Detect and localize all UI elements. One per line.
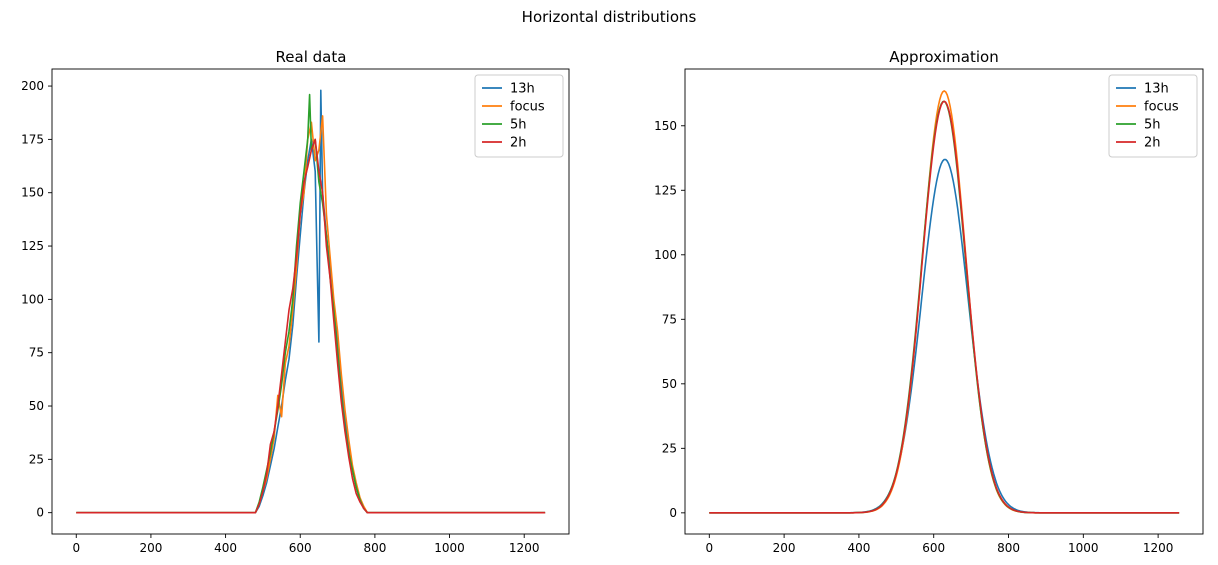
x-tick-label: 800 <box>997 541 1020 555</box>
y-tick-label: 0 <box>36 506 44 520</box>
series-line-focus <box>76 115 546 514</box>
legend-label-focus: focus <box>1144 100 1179 115</box>
series-line-5h <box>76 93 546 514</box>
series-line-2h <box>76 138 546 514</box>
legend: 13h focus 5h 2h <box>474 74 564 158</box>
legend-label-5h: 5h <box>510 118 527 133</box>
y-tick-label: 50 <box>29 399 44 413</box>
y-tick-label: 200 <box>21 79 44 93</box>
x-tick-label: 600 <box>922 541 945 555</box>
y-tick-label: 150 <box>654 119 677 133</box>
y-tick-label: 125 <box>21 239 44 253</box>
x-tick-label: 200 <box>773 541 796 555</box>
x-tick-label: 1000 <box>1068 541 1099 555</box>
y-tick-label: 25 <box>29 452 44 466</box>
x-tick-label: 200 <box>139 541 162 555</box>
y-tick-label: 25 <box>662 441 677 455</box>
y-tick-label: 125 <box>654 183 677 197</box>
y-tick-label: 100 <box>21 292 44 306</box>
x-tick-label: 400 <box>214 541 237 555</box>
x-tick-label: 1000 <box>434 541 465 555</box>
legend-label-2h: 2h <box>510 136 527 151</box>
x-tick-label: 400 <box>847 541 870 555</box>
y-tick-label: 0 <box>669 506 677 520</box>
series-line-2h <box>709 100 1180 514</box>
figure-suptitle: Horizontal distributions <box>522 8 697 26</box>
series-line-13h <box>709 158 1180 514</box>
y-tick-label: 175 <box>21 132 44 146</box>
chart-title: Real data <box>276 48 347 66</box>
y-tick-label: 150 <box>21 186 44 200</box>
chart-title: Approximation <box>889 48 998 66</box>
x-tick-label: 0 <box>72 541 80 555</box>
series-line-5h <box>709 100 1180 514</box>
x-tick-label: 800 <box>363 541 386 555</box>
y-tick-label: 100 <box>654 248 677 262</box>
legend-label-13h: 13h <box>510 82 535 97</box>
x-tick-label: 1200 <box>509 541 540 555</box>
legend-label-2h: 2h <box>1144 136 1161 151</box>
real-data-chart: Real data 0 200 400 600 800 1000 1200 0 25 50 75 10… <box>21 48 570 555</box>
x-tick-label: 1200 <box>1143 541 1174 555</box>
legend: 13h focus 5h 2h <box>1108 74 1198 158</box>
legend-label-5h: 5h <box>1144 118 1161 133</box>
x-tick-label: 0 <box>705 541 713 555</box>
y-tick-label: 50 <box>662 377 677 391</box>
legend-label-13h: 13h <box>1144 82 1169 97</box>
y-tick-label: 75 <box>29 346 44 360</box>
axes-frame <box>51 68 570 535</box>
approximation-chart: Approximation 0 200 400 600 800 1000 1200 0 25 50… <box>654 48 1204 555</box>
y-tick-label: 75 <box>662 312 677 326</box>
axes-frame <box>684 68 1204 535</box>
x-tick-label: 600 <box>289 541 312 555</box>
legend-label-focus: focus <box>510 100 545 115</box>
